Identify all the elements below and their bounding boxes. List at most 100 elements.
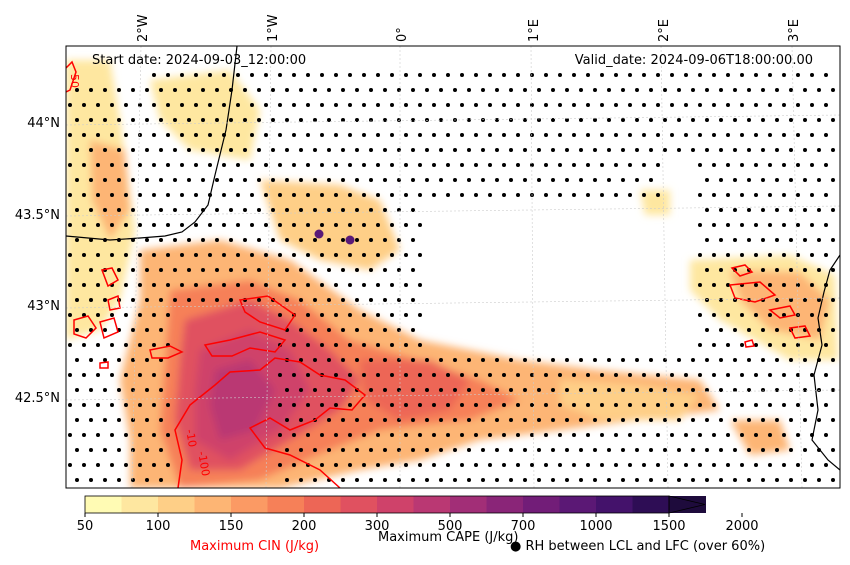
- rh-dot: [404, 433, 408, 437]
- rh-dot: [593, 118, 597, 122]
- rh-dot: [544, 103, 548, 107]
- rh-dot: [691, 88, 695, 92]
- rh-dot: [418, 283, 422, 287]
- rh-dot: [579, 388, 583, 392]
- rh-dot: [75, 88, 79, 92]
- rh-dot: [740, 73, 744, 77]
- rh-dot: [586, 463, 590, 467]
- rh-dot: [677, 388, 681, 392]
- rh-dot: [726, 403, 730, 407]
- rh-dot: [320, 283, 324, 287]
- rh-dot: [698, 103, 702, 107]
- rh-dot: [747, 328, 751, 332]
- rh-dot: [621, 178, 625, 182]
- rh-dot: [761, 118, 765, 122]
- colorbar-tick-label: 150: [219, 519, 244, 534]
- rh-dot: [397, 478, 401, 482]
- rh-dot: [194, 163, 198, 167]
- rh-dot: [124, 403, 128, 407]
- rh-dot: [68, 133, 72, 137]
- rh-dot: [348, 163, 352, 167]
- rh-dot: [229, 268, 233, 272]
- rh-dot: [397, 148, 401, 152]
- rh-dot: [432, 463, 436, 467]
- rh-dot: [299, 298, 303, 302]
- rh-dot: [285, 178, 289, 182]
- rh-dot: [439, 358, 443, 362]
- rh-dot: [96, 193, 100, 197]
- rh-dot: [558, 373, 562, 377]
- rh-dot: [320, 253, 324, 257]
- rh-dot: [467, 448, 471, 452]
- rh-dot: [341, 148, 345, 152]
- rh-dot: [362, 463, 366, 467]
- rh-dot: [810, 313, 814, 317]
- rh-dot: [733, 88, 737, 92]
- rh-dot: [740, 253, 744, 257]
- rh-dot: [285, 118, 289, 122]
- rh-dot: [684, 433, 688, 437]
- rh-dot: [635, 358, 639, 362]
- rh-dot: [775, 238, 779, 242]
- rh-dot: [607, 448, 611, 452]
- rh-dot: [383, 118, 387, 122]
- rh-dot: [278, 133, 282, 137]
- rh-dot: [334, 463, 338, 467]
- rh-dot: [397, 418, 401, 422]
- rh-dot: [187, 268, 191, 272]
- rh-dot: [397, 238, 401, 242]
- rh-dot: [747, 88, 751, 92]
- rh-dot: [719, 148, 723, 152]
- rh-dot: [453, 358, 457, 362]
- rh-dot: [271, 88, 275, 92]
- rh-dot: [537, 448, 541, 452]
- rh-dot: [278, 433, 282, 437]
- rh-dot: [684, 103, 688, 107]
- rh-dot: [607, 358, 611, 362]
- rh-dot: [159, 178, 163, 182]
- rh-dot: [761, 88, 765, 92]
- rh-dot: [593, 448, 597, 452]
- rh-dot: [194, 133, 198, 137]
- rh-dot: [509, 388, 513, 392]
- rh-dot: [467, 358, 471, 362]
- rh-dot: [432, 193, 436, 197]
- rh-dot: [96, 463, 100, 467]
- rh-dot: [250, 163, 254, 167]
- rh-dot: [110, 163, 114, 167]
- rh-dot: [369, 448, 373, 452]
- rh-dot: [411, 148, 415, 152]
- rh-dot: [544, 433, 548, 437]
- rh-dot: [229, 148, 233, 152]
- rh-dot: [299, 208, 303, 212]
- rh-dot: [215, 148, 219, 152]
- rh-dot: [390, 133, 394, 137]
- rh-dot: [586, 403, 590, 407]
- rh-dot: [411, 418, 415, 422]
- rh-dot: [446, 463, 450, 467]
- rh-dot: [579, 448, 583, 452]
- rh-dot: [642, 403, 646, 407]
- rh-dot: [96, 223, 100, 227]
- rh-dot: [621, 478, 625, 482]
- rh-dot: [320, 73, 324, 77]
- rh-dot: [712, 313, 716, 317]
- rh-dot: [551, 478, 555, 482]
- rh-dot: [831, 478, 835, 482]
- rh-dot: [152, 73, 156, 77]
- rh-dot: [320, 433, 324, 437]
- rh-dot: [285, 478, 289, 482]
- rh-dot: [390, 283, 394, 287]
- rh-dot: [796, 193, 800, 197]
- rh-dot: [103, 118, 107, 122]
- rh-dot: [138, 283, 142, 287]
- rh-dot: [117, 268, 121, 272]
- rh-dot: [145, 358, 149, 362]
- rh-dot: [82, 103, 86, 107]
- rh-dot: [719, 118, 723, 122]
- rh-dot: [642, 193, 646, 197]
- rh-dot: [684, 463, 688, 467]
- rh-dot: [705, 478, 709, 482]
- colorbar-tick-label: 700: [511, 519, 536, 534]
- rh-dot: [817, 118, 821, 122]
